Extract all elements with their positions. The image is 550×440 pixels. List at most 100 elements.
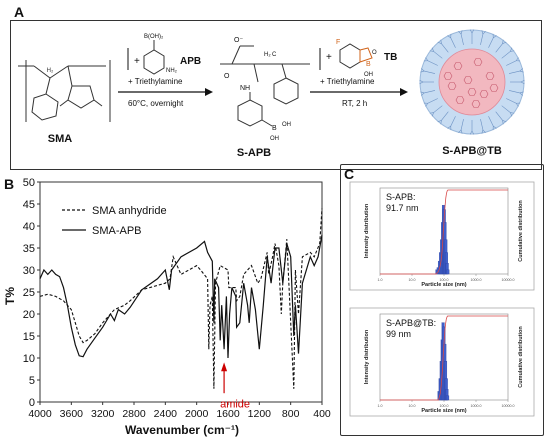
polymer-branch bbox=[502, 39, 504, 44]
polymer-chain bbox=[450, 37, 456, 48]
dls-x-tick-label: 100.0 bbox=[440, 278, 449, 282]
ir-y-tick-label: 45 bbox=[23, 199, 35, 211]
polymer-branch bbox=[421, 92, 425, 96]
tb-oh: OH bbox=[364, 72, 373, 78]
polymer-chain bbox=[501, 105, 511, 113]
panel-b-letter: B bbox=[4, 176, 15, 192]
polymer-branch bbox=[482, 129, 486, 133]
ir-x-tick-label: 2400 bbox=[154, 408, 178, 420]
polymer-chain bbox=[506, 60, 517, 66]
step2-reagent: + Triethylamine bbox=[320, 77, 375, 86]
tb-label: TB bbox=[384, 52, 397, 63]
step2-plus: + bbox=[326, 52, 332, 63]
ir-x-tick-label: 4000 bbox=[28, 408, 52, 420]
polymer-branch bbox=[519, 92, 523, 96]
drug-molecule bbox=[489, 84, 499, 92]
ir-y-tick-label: 50 bbox=[23, 177, 35, 189]
drug-molecule bbox=[467, 88, 477, 96]
polymer-chain bbox=[450, 116, 456, 127]
apb-boronic-group: B(OH)₂ bbox=[144, 34, 164, 40]
step1-arrowhead bbox=[205, 88, 213, 96]
polymer-chain bbox=[488, 116, 494, 127]
polymer-chain bbox=[460, 118, 464, 130]
polymer-chain bbox=[433, 51, 443, 59]
ir-plot-frame bbox=[39, 181, 323, 403]
dls-x-tick-label: 10000.0 bbox=[502, 278, 515, 282]
polymer-branch bbox=[440, 39, 442, 44]
polymer-chain bbox=[506, 98, 517, 104]
s-apb-tb-label: S-APB@TB bbox=[442, 145, 502, 157]
dls-x-tick-label: 1.0 bbox=[378, 278, 383, 282]
ir-x-tick-label: 1600 bbox=[216, 408, 240, 420]
polymer-branch bbox=[437, 120, 442, 123]
polymer-branch bbox=[519, 70, 524, 73]
ir-x-tick-label: 1200 bbox=[248, 408, 272, 420]
polymer-branch bbox=[482, 31, 486, 35]
polymer-branch bbox=[510, 47, 513, 52]
dls-x-axis-label: Particle size (nm) bbox=[421, 282, 466, 288]
s-apb-label: S-APB bbox=[237, 147, 271, 159]
s-apb-oh-2: OH bbox=[270, 136, 279, 142]
sma-structure bbox=[18, 60, 111, 122]
step1-plus: + bbox=[134, 56, 140, 67]
polymer-branch bbox=[419, 81, 424, 85]
polymer-branch bbox=[460, 129, 463, 134]
polymer-branch bbox=[493, 35, 497, 39]
polymer-branch bbox=[502, 41, 507, 44]
drug-molecule bbox=[479, 90, 489, 98]
sma-h-label: H₂ bbox=[47, 68, 54, 74]
dls-charts: 1.0 10.0 100.0 1000.0 10000.0 S-APB:91.7 nm Pa… bbox=[349, 181, 535, 417]
ir-y-tick-label: 35 bbox=[23, 243, 35, 255]
ir-x-axis-label: Wavenumber (cm⁻¹) bbox=[125, 423, 239, 437]
panel-a-scheme: H₂ SMA + B(OH)₂ NH₂ APB + Triethylamine … bbox=[18, 29, 525, 159]
polymer-branch bbox=[460, 30, 463, 35]
dls-x-tick-label: 1.0 bbox=[378, 404, 383, 408]
panel-a-letter: A bbox=[14, 4, 25, 20]
polymer-branch bbox=[429, 50, 434, 52]
polymer-chain bbox=[495, 43, 503, 53]
dls-plot-1: 1.0 10.0 100.0 1000.0 10000.0 S-APB:91.7 nm Pa… bbox=[349, 181, 535, 291]
polymer-branch bbox=[510, 50, 515, 52]
dls-x-tick-label: 1000.0 bbox=[471, 404, 482, 408]
polymer-chain bbox=[501, 51, 511, 59]
panel-a-box bbox=[10, 20, 542, 170]
polymer-branch bbox=[471, 130, 475, 135]
polymer-chain bbox=[488, 37, 494, 48]
dls-sample-label: S-APB: bbox=[386, 192, 416, 202]
polymer-chain bbox=[460, 34, 464, 46]
polymer-branch bbox=[420, 91, 425, 94]
dls-right-axis-label: Cumulative distribution bbox=[518, 200, 524, 262]
dls-size-value: 91.7 nm bbox=[386, 203, 419, 213]
dls-left-axis-label: Intensity distribution bbox=[364, 329, 370, 384]
ir-y-tick-label: 5 bbox=[29, 375, 35, 387]
ir-legend-label: SMA anhydride bbox=[92, 205, 167, 217]
polymer-chain bbox=[424, 90, 436, 94]
ir-y-tick-label: 30 bbox=[23, 265, 35, 277]
dls-x-tick-label: 1000.0 bbox=[471, 278, 482, 282]
polymer-branch bbox=[431, 112, 434, 117]
polymer-branch bbox=[425, 57, 429, 61]
step1-reagent: + Triethylamine bbox=[128, 77, 183, 86]
s-apb-structure bbox=[220, 45, 310, 127]
polymer-branch bbox=[447, 35, 451, 39]
polymer-chain bbox=[495, 111, 503, 121]
dls-x-tick-label: 100.0 bbox=[440, 404, 449, 408]
polymer-branch bbox=[481, 129, 484, 134]
drug-molecule bbox=[463, 76, 473, 84]
polymer-branch bbox=[510, 112, 513, 117]
polymer-branch bbox=[520, 81, 525, 85]
amide-label: amide bbox=[220, 399, 250, 411]
ir-y-tick-label: 20 bbox=[23, 309, 35, 321]
polymer-chain bbox=[424, 70, 436, 74]
polymer-chain bbox=[441, 111, 449, 121]
step1-conditions: 60°C, overnight bbox=[128, 99, 184, 108]
ir-x-tick-label: 400 bbox=[313, 408, 331, 420]
polymer-chain bbox=[508, 70, 520, 74]
polymer-branch bbox=[440, 120, 442, 125]
ir-x-tick-label: 800 bbox=[282, 408, 300, 420]
s-apb-oh-1: OH bbox=[282, 122, 291, 128]
ir-x-tick-label: 3600 bbox=[60, 408, 84, 420]
dls-cumulative-line bbox=[380, 189, 508, 275]
polymer-branch bbox=[469, 29, 473, 34]
polymer-chain bbox=[433, 105, 443, 113]
